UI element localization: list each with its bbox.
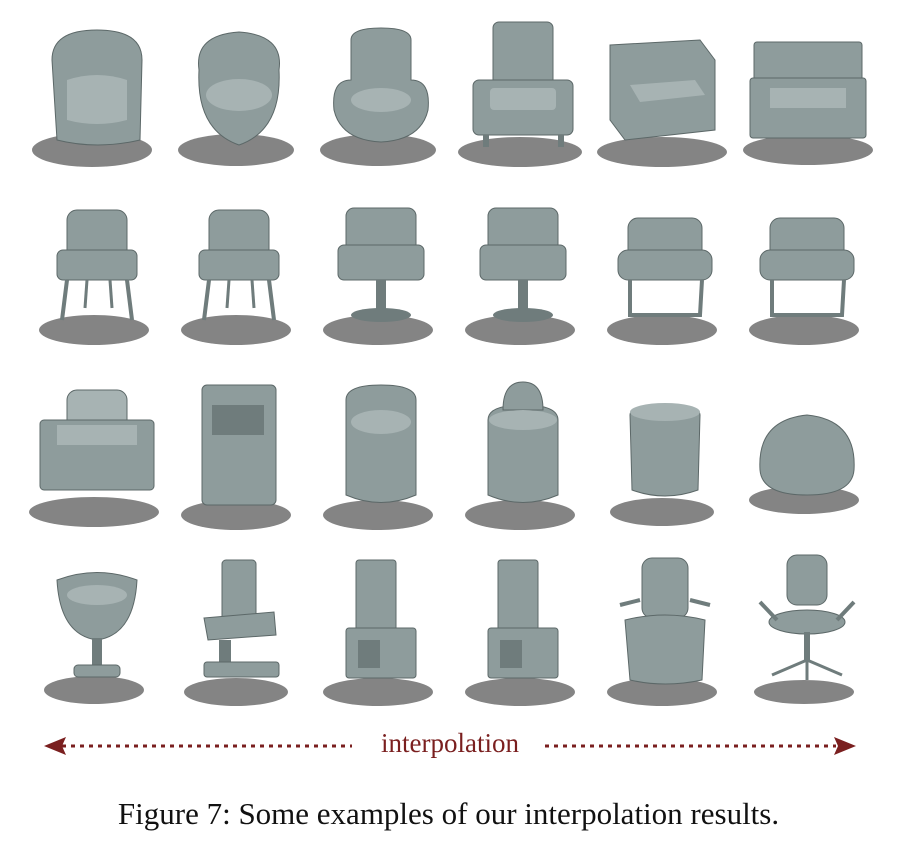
box-chair-icon — [181, 384, 291, 530]
office-chair-render — [732, 540, 882, 718]
cushioned-armchair-render — [448, 0, 598, 178]
round-bucket-chair-render — [164, 0, 314, 178]
chair-row-2 — [0, 180, 897, 358]
barrel-chair-icon — [323, 384, 433, 530]
leg-armchair-variant-icon — [181, 209, 291, 345]
chair-grid — [0, 0, 897, 718]
leg-armchair-variant-render — [164, 180, 314, 358]
boxy-armchair-icon — [597, 39, 727, 167]
block-armchair-icon — [743, 41, 873, 165]
boxy-armchair-render — [590, 0, 740, 178]
pedestal-armchair-render — [306, 180, 456, 358]
cube-base-chair-variant-icon — [465, 559, 575, 706]
office-chair-icon — [754, 554, 856, 704]
cube-base-chair-variant-render — [448, 540, 598, 718]
slab-chair-render — [164, 540, 314, 718]
interpolation-label: interpolation — [360, 728, 540, 759]
office-chair-blend-render — [590, 540, 740, 718]
rounded-armchair-render — [306, 0, 456, 178]
cantilever-armchair-variant-icon — [749, 217, 859, 345]
tub-armchair-render — [22, 0, 172, 178]
double-arrow-icon — [44, 737, 856, 755]
barrel-chair-render — [306, 360, 456, 538]
tub-armchair-icon — [32, 29, 152, 167]
leg-armchair-render — [22, 180, 172, 358]
figure-caption: Figure 7: Some examples of our interpola… — [117, 796, 780, 831]
ottoman-pouf-icon — [610, 403, 714, 526]
box-chair-render — [164, 360, 314, 538]
block-armchair-render — [732, 0, 882, 178]
chair-row-4 — [0, 540, 897, 718]
pedestal-armchair-variant-render — [448, 180, 598, 358]
pedestal-bucket-chair-render — [22, 540, 172, 718]
bean-bag-render — [732, 360, 882, 538]
cantilever-armchair-icon — [607, 217, 717, 345]
drum-chair-render — [448, 360, 598, 538]
pedestal-armchair-icon — [323, 207, 433, 345]
interpolation-arrow: interpolation — [0, 722, 897, 772]
cushion-sofa-chair-render — [22, 360, 172, 538]
leg-armchair-icon — [39, 209, 149, 345]
cube-base-chair-render — [306, 540, 456, 718]
drum-chair-icon — [465, 381, 575, 530]
chair-row-1 — [0, 0, 897, 178]
round-bucket-chair-icon — [178, 31, 294, 166]
pedestal-bucket-chair-icon — [44, 572, 144, 704]
chair-row-3 — [0, 360, 897, 538]
rounded-armchair-icon — [320, 27, 436, 166]
cushion-sofa-chair-icon — [29, 389, 159, 527]
pedestal-armchair-variant-icon — [465, 207, 575, 345]
cushioned-armchair-icon — [458, 21, 582, 167]
slab-chair-icon — [184, 559, 288, 706]
bean-bag-icon — [749, 414, 859, 514]
ottoman-pouf-render — [590, 360, 740, 538]
cantilever-armchair-render — [590, 180, 740, 358]
office-chair-blend-icon — [607, 557, 717, 706]
cantilever-armchair-variant-render — [732, 180, 882, 358]
cube-base-chair-icon — [323, 559, 433, 706]
